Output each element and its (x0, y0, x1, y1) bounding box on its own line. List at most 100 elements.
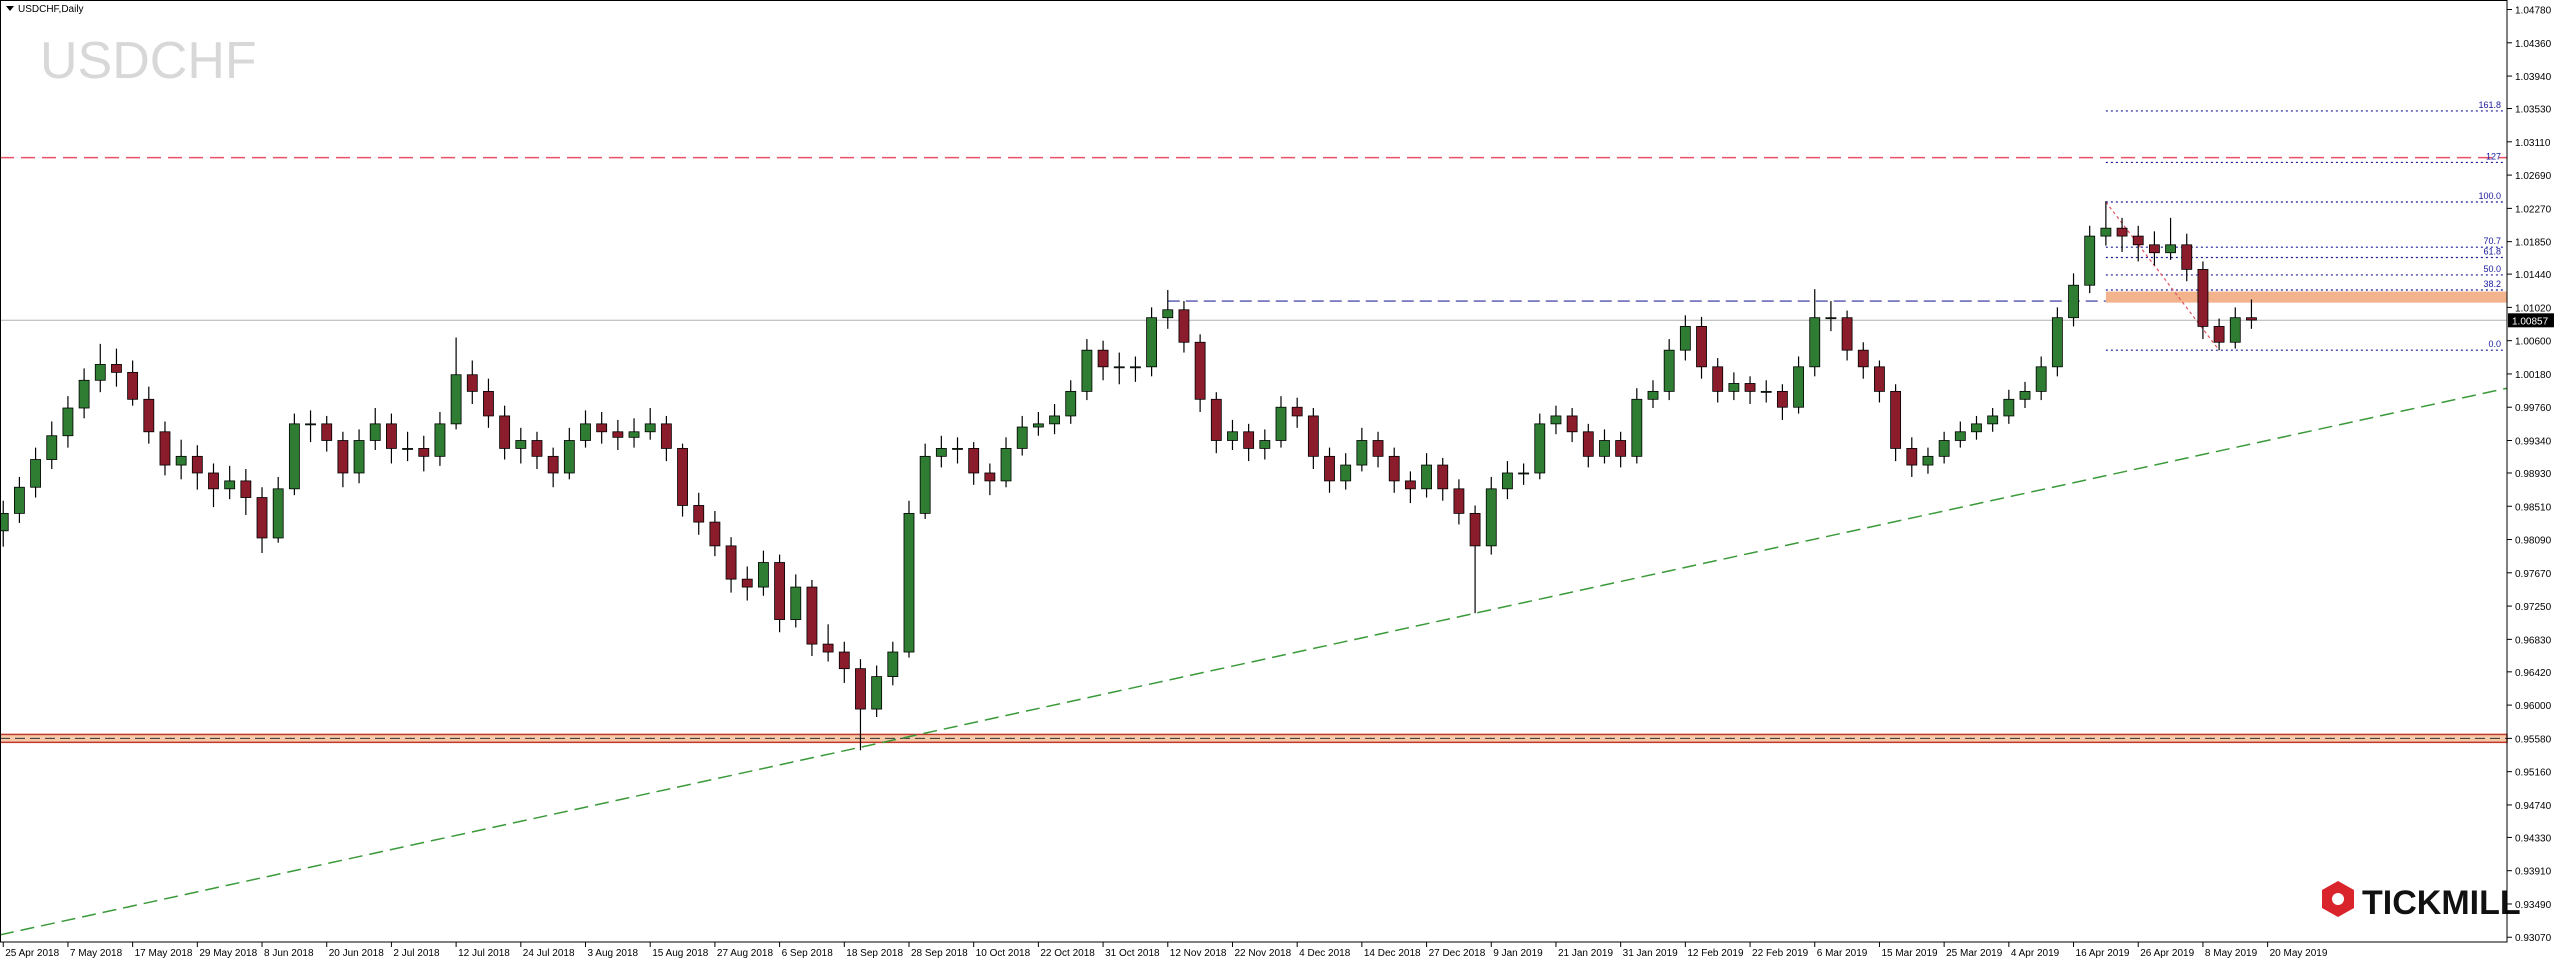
candle-body (386, 423, 397, 449)
y-tick-label: 0.95580 (2515, 734, 2552, 745)
candle-body (1404, 480, 1416, 490)
x-tick-label: 27 Dec 2018 (1429, 948, 1486, 959)
y-tick-label: 0.94330 (2515, 833, 2552, 844)
x-tick-label: 26 Apr 2019 (2140, 948, 2194, 959)
candle-body (1259, 440, 1271, 449)
candle-body (515, 440, 527, 449)
y-tick-label: 1.03940 (2515, 72, 2552, 83)
candle-body (2213, 326, 2225, 343)
y-tick-label: 0.99760 (2515, 403, 2552, 414)
x-tick-label: 14 Dec 2018 (1364, 948, 1421, 959)
x-tick-label: 31 Oct 2018 (1105, 948, 1160, 959)
resistance-zone (2105, 291, 2507, 303)
candle-body (1388, 455, 1400, 482)
y-tick-label: 1.04360 (2515, 39, 2552, 50)
candle-body (1518, 472, 1530, 475)
x-tick-label: 22 Nov 2018 (1234, 948, 1291, 959)
candle-body (644, 423, 656, 433)
candle-body (2019, 390, 2031, 400)
y-tick-label: 0.97250 (2515, 602, 2552, 613)
candle-body (1890, 390, 1902, 449)
candle-body (272, 488, 284, 539)
candle-body (1728, 383, 1740, 392)
candle-body (563, 440, 575, 474)
candle-body (418, 448, 430, 457)
fib-label: 100.0 (2478, 191, 2501, 201)
x-tick-label: 24 Jul 2018 (523, 948, 575, 959)
fib-label: 70.7 (2483, 236, 2501, 246)
x-tick-label: 6 Mar 2019 (1817, 948, 1868, 959)
candle-body (871, 676, 883, 710)
candle-body (2084, 235, 2096, 286)
candle-body (660, 423, 672, 449)
candle-body (30, 459, 41, 488)
candle-body (337, 440, 349, 474)
x-tick-label: 12 Feb 2019 (1687, 948, 1744, 959)
candle-body (483, 390, 494, 417)
y-tick-label: 1.01850 (2515, 238, 2552, 249)
candle-body (677, 448, 688, 506)
candle-body (2132, 235, 2144, 246)
candle-body (1954, 431, 1966, 441)
x-tick-label: 12 Nov 2018 (1170, 948, 1227, 959)
x-tick-label: 29 May 2018 (199, 948, 257, 959)
plot-frame (0, 0, 2508, 943)
x-tick-label: 15 Aug 2018 (652, 948, 709, 959)
candle-body (450, 374, 462, 425)
y-tick-label: 0.93070 (2515, 933, 2552, 944)
candle-body (1340, 464, 1352, 482)
candle-body (822, 643, 834, 653)
candle-body (1825, 317, 1837, 320)
candle-body (305, 423, 316, 426)
candle-body (2229, 317, 2241, 343)
candle-body (1987, 415, 1999, 425)
candle-body (1550, 415, 1562, 425)
candle-body (855, 668, 866, 710)
candle-body (1793, 366, 1804, 408)
x-tick-label: 20 May 2019 (2270, 948, 2328, 959)
candle-body (224, 480, 236, 490)
candle-body (143, 398, 155, 433)
candle-body (1130, 366, 1141, 369)
candle-body (1097, 349, 1109, 368)
candle-body (693, 505, 705, 523)
candle-body (2148, 244, 2160, 254)
candle-body (580, 423, 591, 441)
menu-arrow[interactable] (6, 6, 14, 11)
candle-body (46, 435, 58, 460)
candle-body (2197, 268, 2209, 327)
candle-body (1760, 390, 1772, 393)
candle-body (1663, 349, 1675, 392)
candle-body (288, 423, 300, 490)
candle-body (935, 448, 947, 457)
candle-body (2246, 317, 2257, 321)
x-tick-label: 31 Jan 2019 (1623, 948, 1678, 959)
candle-body (434, 423, 446, 457)
candle-body (94, 364, 106, 381)
y-tick-label: 1.01440 (2515, 270, 2552, 281)
x-tick-label: 22 Feb 2019 (1752, 948, 1809, 959)
candle-body (2100, 227, 2112, 237)
candle-body (2035, 366, 2047, 392)
candle-body (208, 472, 219, 490)
candle-body (1065, 390, 1077, 417)
fib-label: 38.2 (2483, 279, 2501, 289)
candle-body (1534, 423, 1546, 474)
candle-body (758, 562, 769, 588)
y-tick-label: 0.93490 (2515, 900, 2552, 911)
candle-body (1874, 366, 1885, 392)
watermark: USDCHF (40, 32, 257, 90)
candle-body (1971, 423, 1982, 433)
candle-body (1696, 326, 1707, 368)
candle-body (1275, 406, 1287, 441)
y-tick-label: 0.96420 (2515, 668, 2552, 679)
candle-body (919, 455, 931, 514)
y-tick-label: 0.96000 (2515, 701, 2552, 712)
y-tick-label: 0.93910 (2515, 867, 2552, 878)
fib-label: 0.0 (2488, 339, 2501, 349)
candle-body (1776, 390, 1788, 408)
candle-body (1906, 448, 1918, 466)
candle-body (1599, 440, 1610, 457)
y-tick-label: 1.02690 (2515, 171, 2552, 182)
